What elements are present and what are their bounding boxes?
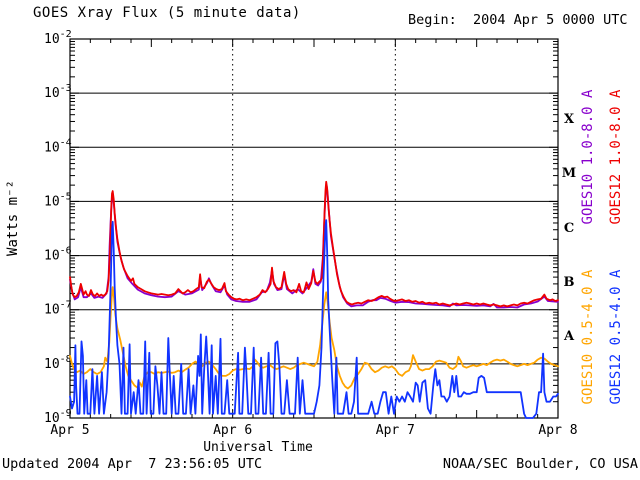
x-tick-apr5: Apr 5: [50, 423, 90, 438]
x-axis-title: Universal Time: [203, 440, 313, 455]
begin-time-label: Begin: 2004 Apr 5 0000 UTC: [408, 12, 628, 28]
legend-goes12-short: GOES12 0.5-4.0 A: [608, 269, 624, 405]
updated-timestamp: Updated 2004 Apr 7 23:56:05 UTC: [2, 456, 263, 472]
axis-ticks: [70, 38, 558, 419]
legend-goes10-short: GOES10 0.5-4.0 A: [580, 269, 596, 405]
legend-goes12-long: GOES12 1.0-8.0 A: [608, 89, 624, 225]
gridlines: [70, 39, 558, 418]
flare-class-a: A: [563, 328, 575, 344]
flare-class-c: C: [563, 220, 575, 236]
x-tick-apr7: Apr 7: [375, 423, 415, 438]
plot-frame: [69, 38, 559, 419]
series-goes12-long: [69, 180, 559, 308]
svg-text:10-3: 10-3: [44, 83, 72, 101]
flare-class-m: M: [561, 166, 577, 182]
legend-goes10-long: GOES10 1.0-8.0 A: [580, 89, 596, 225]
svg-text:10-9: 10-9: [44, 408, 72, 426]
flare-class-x: X: [563, 112, 575, 128]
data-series: [69, 180, 559, 419]
series-goes12-short: [69, 219, 559, 419]
y-axis-title: Watts m⁻²: [5, 180, 21, 256]
x-tick-apr8: Apr 8: [538, 423, 578, 438]
x-tick-apr6: Apr 6: [213, 423, 253, 438]
svg-text:10-6: 10-6: [44, 246, 72, 264]
credit-label: NOAA/SEC Boulder, CO USA: [442, 456, 638, 472]
page-title: GOES Xray Flux (5 minute data): [33, 5, 301, 21]
series-goes10-long: [69, 183, 559, 309]
svg-text:10-2: 10-2: [44, 29, 72, 47]
y-tick-labels: 10-2 10-3 10-4 10-5 10-6 10-7 10-8 10-9: [44, 29, 72, 426]
svg-text:10-8: 10-8: [44, 354, 72, 372]
series-goes10-short: [69, 286, 559, 390]
svg-text:10-7: 10-7: [44, 300, 72, 318]
svg-text:10-5: 10-5: [44, 191, 72, 209]
svg-text:10-4: 10-4: [44, 137, 72, 155]
flare-class-b: B: [563, 274, 575, 290]
